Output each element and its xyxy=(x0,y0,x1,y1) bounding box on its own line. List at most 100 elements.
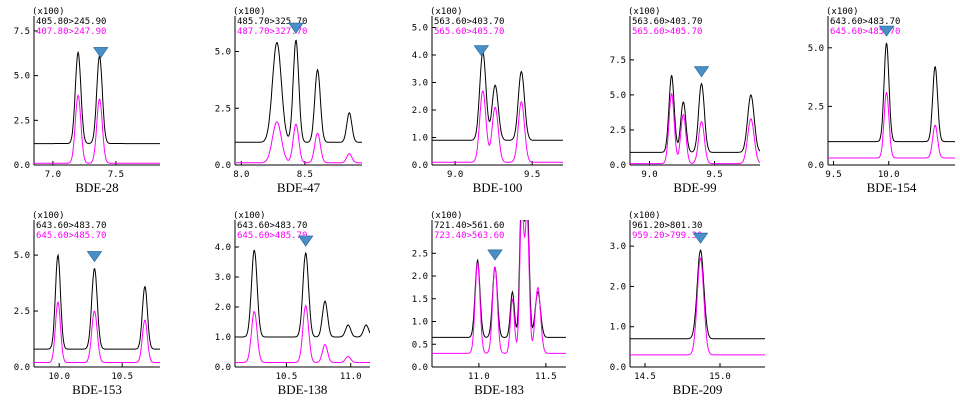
y-tick-label: 0.0 xyxy=(215,363,231,373)
quant-transition-label: 405.80>245.90 xyxy=(36,17,106,27)
y-tick-label: 2.5 xyxy=(14,116,30,126)
quant-ion-trace xyxy=(34,253,160,350)
x-tick-label: 11.5 xyxy=(535,372,557,382)
y-tick-label: 3.0 xyxy=(412,79,428,89)
scale-label: (x100) xyxy=(430,211,463,221)
quant-transition-label: 563.60>403.70 xyxy=(632,17,702,27)
qualifier-transition-label: 723.40>563.60 xyxy=(434,231,504,241)
x-tick-label: 9.5 xyxy=(524,170,540,180)
compound-title: BDE-28 xyxy=(75,180,118,195)
peak-marker-icon xyxy=(878,25,895,37)
y-tick-label: 3.0 xyxy=(215,273,231,283)
y-tick-label: 2.0 xyxy=(412,106,428,116)
qualifier-ion-trace xyxy=(34,94,160,164)
y-tick-label: 7.5 xyxy=(610,56,626,66)
y-tick-label: 1.0 xyxy=(412,318,428,328)
chart-panel: 0.0 1.0 2.0 3.0 14.5 15.0 (x100)961.20>801.309… xyxy=(610,211,765,397)
y-tick-label: 2.0 xyxy=(610,282,626,292)
qualifier-ion-trace xyxy=(630,256,765,356)
peak-marker-icon xyxy=(297,235,314,247)
y-tick-label: 4.0 xyxy=(215,243,231,253)
scale-label: (x100) xyxy=(233,211,266,221)
qualifier-transition-label: 645.60>485.70 xyxy=(36,231,106,241)
scale-label: (x100) xyxy=(826,7,859,17)
qualifier-ion-trace xyxy=(630,93,760,165)
chart-panel: 0.0 2.5 5.0 10.0 10.5 (x100)643.60>483.70645.… xyxy=(14,211,160,397)
quant-transition-label: 643.60>483.70 xyxy=(830,17,900,27)
quant-ion-trace xyxy=(630,74,760,153)
y-tick-label: 0.5 xyxy=(412,340,428,350)
quant-ion-trace xyxy=(432,220,566,338)
scale-label: (x100) xyxy=(430,7,463,17)
qualifier-transition-label: 487.70>327.70 xyxy=(237,27,307,37)
x-tick-label: 15.0 xyxy=(709,372,731,382)
y-tick-label: 2.5 xyxy=(215,104,231,114)
quant-transition-label: 721.40>561.60 xyxy=(434,221,504,231)
chart-panel: 0.02.55.07.57.0 7.5(x100)405.80>245.90407… xyxy=(14,7,160,195)
qualifier-ion-trace xyxy=(432,90,563,163)
x-tick-label: 9.5 xyxy=(706,170,722,180)
qualifier-transition-label: 565.60>405.70 xyxy=(434,27,504,37)
chart-panel: 0.0 1.0 2.0 3.0 4.0 5.0 9.0 9.5 (x100)563.60>403… xyxy=(412,7,563,195)
qualifier-ion-trace xyxy=(432,220,566,354)
y-tick-label: 0.0 xyxy=(412,161,428,171)
y-tick-label: 5.0 xyxy=(215,48,231,58)
chart-panel: 0.0 0.5 1.0 1.5 2.0 2.5 11.0 11.5 (x100)721.40>5… xyxy=(412,211,566,397)
y-tick-label: 0.0 xyxy=(610,161,626,171)
x-tick-label: 14.5 xyxy=(634,372,656,382)
x-tick-label: 10.5 xyxy=(111,372,133,382)
y-tick-label: 0.0 xyxy=(808,161,824,171)
y-tick-label: 5.0 xyxy=(610,91,626,101)
qualifier-transition-label: 565.60>405.70 xyxy=(632,27,702,37)
qualifier-ion-trace xyxy=(235,121,362,164)
quant-transition-label: 485.70>325.70 xyxy=(237,17,307,27)
y-tick-label: 0.0 xyxy=(14,161,30,171)
compound-title: BDE-154 xyxy=(867,180,917,195)
y-tick-label: 0.0 xyxy=(610,363,626,373)
y-tick-label: 2.5 xyxy=(412,249,428,259)
qualifier-ion-trace xyxy=(235,304,370,363)
y-tick-label: 1.0 xyxy=(215,333,231,343)
y-tick-label: 2.0 xyxy=(412,272,428,282)
qualifier-ion-trace xyxy=(828,91,955,159)
quant-ion-trace xyxy=(235,39,362,143)
qualifier-transition-label: 959.20>799.30 xyxy=(632,231,702,241)
x-tick-label: 8.0 xyxy=(233,170,249,180)
peak-marker-icon xyxy=(693,66,710,78)
x-tick-label: 10.0 xyxy=(48,372,70,382)
compound-title: BDE-99 xyxy=(673,180,716,195)
quant-ion-trace xyxy=(34,50,160,145)
qualifier-transition-label: 645.60>485.70 xyxy=(237,231,307,241)
chart-panel: 0.0 1.0 2.0 3.0 4.0 10.5 11.0 (x100)643.60>483.… xyxy=(215,211,370,397)
quant-ion-trace xyxy=(432,51,563,141)
scale-label: (x100) xyxy=(233,7,266,17)
compound-title: BDE-47 xyxy=(277,180,321,195)
x-tick-label: 9.0 xyxy=(447,170,463,180)
y-tick-label: 2.0 xyxy=(215,303,231,313)
y-tick-label: 5.0 xyxy=(14,72,30,82)
compound-title: BDE-100 xyxy=(473,180,523,195)
y-tick-label: 0.0 xyxy=(412,363,428,373)
x-tick-label: 11.0 xyxy=(340,372,362,382)
y-tick-label: 2.5 xyxy=(610,126,626,136)
quant-transition-label: 563.60>403.70 xyxy=(434,17,504,27)
y-tick-label: 2.5 xyxy=(14,307,30,317)
peak-marker-icon xyxy=(692,232,709,244)
x-tick-label: 8.5 xyxy=(297,170,313,180)
peak-marker-icon xyxy=(288,22,304,34)
compound-title: BDE-209 xyxy=(673,382,723,397)
y-tick-label: 7.5 xyxy=(14,27,30,37)
scale-label: (x100) xyxy=(628,7,661,17)
y-tick-label: 0.0 xyxy=(215,161,231,171)
qualifier-transition-label: 645.60>485.70 xyxy=(830,27,900,37)
chart-panel: 0.0 2.5 5.0 9.5 10.0 (x100)643.60>483.70645.6… xyxy=(808,7,955,195)
y-tick-label: 5.0 xyxy=(412,24,428,34)
qualifier-ion-trace xyxy=(34,300,160,363)
y-tick-label: 1.0 xyxy=(610,323,626,333)
peak-marker-icon xyxy=(473,45,490,57)
quant-transition-label: 643.60>483.70 xyxy=(237,221,307,231)
x-tick-label: 11.0 xyxy=(468,372,490,382)
compound-title: BDE-153 xyxy=(72,382,122,397)
x-tick-label: 7.5 xyxy=(108,170,124,180)
compound-title: BDE-138 xyxy=(278,382,328,397)
